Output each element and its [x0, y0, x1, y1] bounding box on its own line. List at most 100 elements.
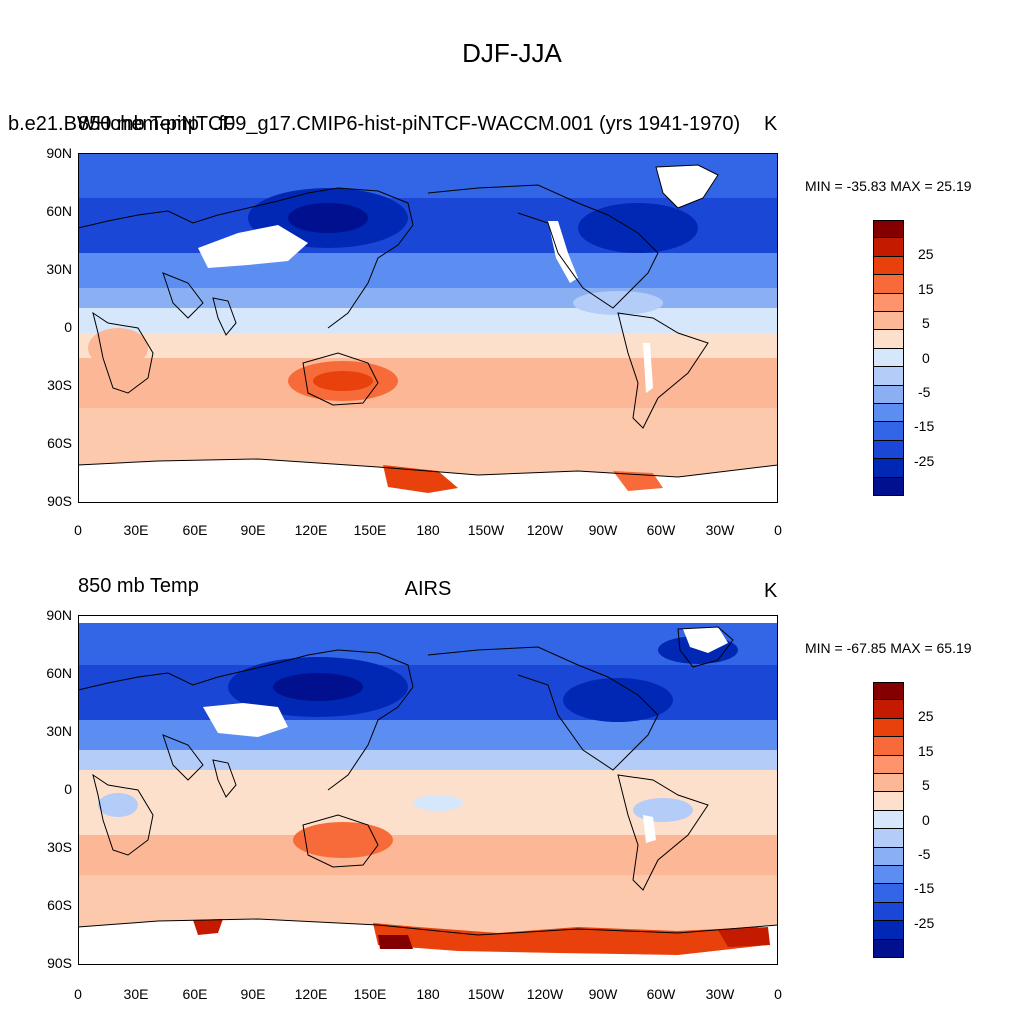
panel1-min-label: MIN = -35.83 — [805, 178, 887, 194]
panel2-cbar-label-m5: -5 — [918, 846, 931, 862]
tibet-missing-data — [198, 225, 308, 268]
india-coast — [212, 297, 237, 336]
colorbar-swatch — [873, 829, 904, 848]
andes-missing-data — [643, 815, 656, 843]
colorbar-swatch — [873, 330, 904, 349]
panel2-coastlines — [78, 626, 778, 936]
antarctica-warm-patch-1 — [193, 919, 223, 935]
colorbar-swatch — [873, 700, 904, 719]
panel1-minmax: MIN = -35.83 MAX = 25.19 — [805, 178, 972, 194]
panel2-min-label: MIN = -67.85 — [805, 640, 887, 656]
colorbar-swatch — [873, 275, 904, 294]
band-south-sub — [78, 358, 778, 408]
panel2-map — [78, 615, 778, 965]
panel1-cbar-label-15: 15 — [918, 281, 934, 297]
colorbar-swatch — [873, 902, 904, 922]
arabia-coast — [162, 734, 204, 781]
panel2-ytick-60s: 60S — [47, 897, 72, 913]
colorbar-swatch — [873, 422, 904, 441]
africa-cool-anomaly — [98, 793, 138, 817]
band-arctic — [78, 623, 778, 665]
antarctica-warm-patch-1 — [383, 465, 458, 493]
india-coast — [212, 759, 237, 798]
north-america-coast — [427, 646, 659, 771]
colorbar-frame — [873, 682, 904, 958]
greenland-missing-data — [656, 165, 718, 208]
antarctica-coast — [78, 918, 778, 936]
band-north-high — [78, 665, 778, 720]
colorbar-swatch — [873, 718, 904, 738]
panel2-ytick-30n: 30N — [46, 723, 72, 739]
panel1-ytick-90s: 90S — [47, 493, 72, 509]
panel1-cbar-label-m25: -25 — [914, 453, 935, 469]
asia-east-coast — [327, 686, 414, 791]
colorbar-swatch — [873, 238, 904, 257]
panel2-cbar-label-15: 15 — [918, 743, 934, 759]
panel2-xtick-120e: 120E — [294, 986, 328, 1002]
panel1-center-title: .f09_g17.CMIP6-hist-piNTCF-WACCM.001 (yr… — [213, 113, 740, 136]
panel1-xtick-180: 180 — [416, 522, 440, 538]
panel2-ytick-30s: 30S — [47, 839, 72, 855]
colorbar-swatch — [873, 293, 904, 312]
canada-cold-anomaly — [563, 678, 673, 722]
panel1-cbar-label-25: 25 — [918, 246, 934, 262]
panel1-cbar-label-m5: -5 — [918, 384, 931, 400]
colorbar-swatch — [873, 404, 904, 423]
panel2-xtick-0: 0 — [74, 986, 82, 1002]
siberia-core-anomaly — [273, 673, 363, 701]
antarctica-coast — [78, 458, 778, 478]
panel2-left-title: 850 mb Temp — [78, 575, 199, 597]
panel2-max-label: MAX = 65.19 — [890, 640, 972, 656]
panel2-cbar-label-m15: -15 — [914, 880, 935, 896]
australia-coast — [302, 814, 379, 868]
colorbar-swatch — [873, 810, 904, 830]
colorbar-swatch — [873, 440, 904, 460]
panel2-xtick-150e: 150E — [353, 986, 387, 1002]
tibet-missing-data — [203, 703, 288, 737]
panel2-xtick-0-end: 0 — [774, 986, 782, 1002]
panel2-frame — [78, 615, 778, 965]
siberia-core-anomaly — [288, 203, 368, 233]
africa-coast — [92, 311, 154, 394]
polar-cap-missing — [78, 615, 778, 623]
panel1-xtick-0: 0 — [74, 522, 82, 538]
panel2-ytick-90n: 90N — [46, 607, 72, 623]
pacific-cool-anomaly — [413, 795, 463, 811]
band-north-sub — [78, 750, 778, 770]
amazon-cool-anomaly — [633, 798, 693, 822]
colorbar-swatch — [873, 256, 904, 276]
australia-core-anomaly — [313, 371, 373, 391]
panel1-map-svg — [78, 153, 778, 503]
antarctica-hot-patch — [378, 935, 413, 949]
antarctica-warm-patch-2 — [613, 471, 663, 491]
panel2-cbar-label-5: 5 — [922, 777, 930, 793]
colorbar-swatch — [873, 312, 904, 331]
panel1-ytick-60s: 60S — [47, 435, 72, 451]
panel2-cbar-label-25: 25 — [918, 708, 934, 724]
antarctica-warm-region — [373, 923, 768, 955]
rockies-missing-data — [548, 221, 578, 283]
panel2-cbar-label-0: 0 — [922, 812, 930, 828]
band-north-sub — [78, 288, 778, 308]
panel1-units: K — [764, 113, 778, 135]
andes-missing-data — [643, 343, 653, 393]
panel1-colorbar — [873, 220, 904, 496]
panel1-xtick-60w: 60W — [646, 522, 676, 538]
colorbar-swatch — [873, 367, 904, 386]
australia-coast — [302, 352, 379, 406]
band-south-mid — [78, 875, 778, 920]
panel2-xtick-120w: 120W — [526, 986, 564, 1002]
band-north-mid — [78, 253, 778, 288]
eurasia-north-coast — [78, 187, 414, 229]
africa-coast — [92, 773, 154, 856]
panel1-xtick-90w: 90W — [588, 522, 618, 538]
greenland-coast — [655, 164, 719, 209]
colorbar-swatch — [873, 884, 904, 903]
colorbar-swatch — [873, 737, 904, 756]
arabia-coast — [162, 272, 204, 319]
panel1-xtick-150w: 150W — [467, 522, 505, 538]
band-tropics-north — [78, 308, 778, 333]
panel1-ytick-30s: 30S — [47, 377, 72, 393]
panel1-cbar-label-0: 0 — [922, 350, 930, 366]
panel2-xtick-60w: 60W — [646, 986, 676, 1002]
